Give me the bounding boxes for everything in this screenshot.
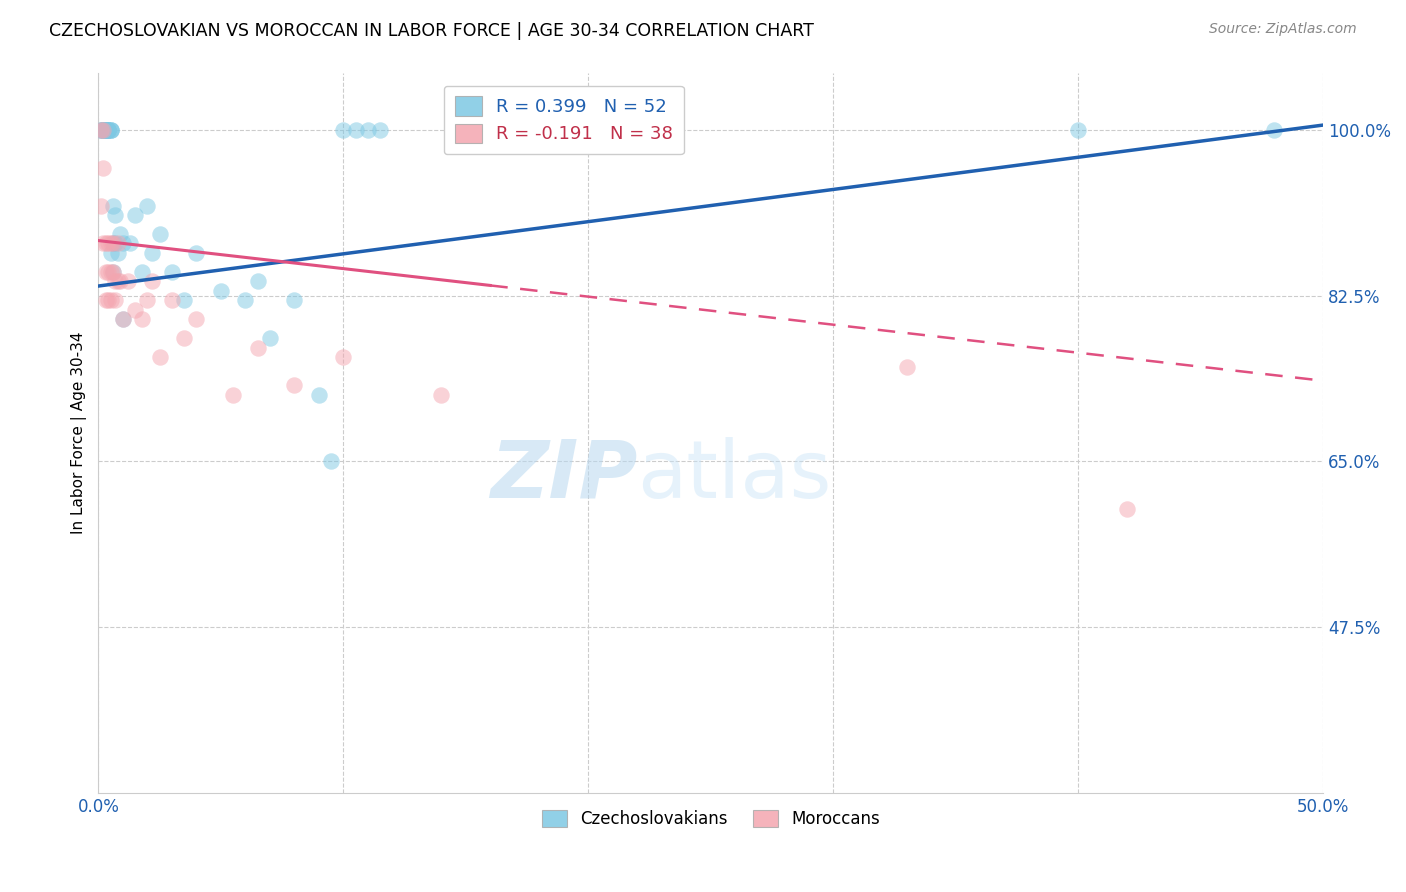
Point bbox=[91, 236, 114, 251]
Point bbox=[1263, 123, 1285, 137]
Point bbox=[97, 265, 120, 279]
Point bbox=[209, 284, 232, 298]
Point bbox=[91, 123, 114, 137]
Point bbox=[94, 123, 117, 137]
Point bbox=[1116, 501, 1139, 516]
Point bbox=[1067, 123, 1090, 137]
Point bbox=[91, 123, 114, 137]
Point bbox=[91, 123, 114, 137]
Point bbox=[90, 123, 112, 137]
Point bbox=[896, 359, 918, 374]
Point bbox=[97, 123, 120, 137]
Point bbox=[94, 123, 117, 137]
Point bbox=[110, 227, 132, 241]
Point bbox=[186, 246, 208, 260]
Point bbox=[90, 123, 112, 137]
Point bbox=[100, 293, 122, 308]
Point bbox=[101, 198, 124, 212]
Point bbox=[141, 246, 163, 260]
Point bbox=[149, 350, 172, 364]
Text: ZIP: ZIP bbox=[489, 437, 637, 515]
Point bbox=[233, 293, 256, 308]
Point bbox=[91, 161, 114, 175]
Point bbox=[136, 293, 159, 308]
Point bbox=[94, 123, 117, 137]
Point bbox=[101, 265, 124, 279]
Point bbox=[344, 123, 367, 137]
Point bbox=[97, 123, 120, 137]
Point bbox=[160, 293, 183, 308]
Y-axis label: In Labor Force | Age 30-34: In Labor Force | Age 30-34 bbox=[72, 332, 87, 534]
Point bbox=[100, 265, 122, 279]
Point bbox=[90, 123, 112, 137]
Point bbox=[107, 236, 129, 251]
Point bbox=[283, 293, 305, 308]
Text: Source: ZipAtlas.com: Source: ZipAtlas.com bbox=[1209, 22, 1357, 37]
Point bbox=[97, 293, 120, 308]
Point bbox=[246, 341, 269, 355]
Point bbox=[368, 123, 391, 137]
Point bbox=[110, 274, 132, 288]
Point bbox=[149, 227, 172, 241]
Point bbox=[283, 378, 305, 392]
Point bbox=[332, 123, 354, 137]
Point bbox=[246, 274, 269, 288]
Point bbox=[111, 312, 134, 326]
Point bbox=[100, 236, 122, 251]
Point bbox=[91, 123, 114, 137]
Point bbox=[131, 312, 153, 326]
Point bbox=[124, 302, 146, 317]
Point bbox=[173, 331, 195, 345]
Point bbox=[100, 123, 122, 137]
Point bbox=[90, 198, 112, 212]
Point bbox=[97, 236, 120, 251]
Point bbox=[117, 274, 139, 288]
Point bbox=[160, 265, 183, 279]
Point bbox=[308, 388, 330, 402]
Point bbox=[97, 123, 120, 137]
Point bbox=[100, 246, 122, 260]
Point bbox=[120, 236, 142, 251]
Point bbox=[107, 246, 129, 260]
Point bbox=[100, 123, 122, 137]
Point bbox=[94, 293, 117, 308]
Point bbox=[111, 236, 134, 251]
Point bbox=[104, 208, 127, 222]
Point bbox=[141, 274, 163, 288]
Point bbox=[94, 123, 117, 137]
Point bbox=[124, 208, 146, 222]
Point bbox=[101, 236, 124, 251]
Point bbox=[97, 123, 120, 137]
Point bbox=[430, 388, 453, 402]
Point bbox=[131, 265, 153, 279]
Point bbox=[94, 265, 117, 279]
Point bbox=[259, 331, 281, 345]
Point bbox=[94, 123, 117, 137]
Point bbox=[101, 236, 124, 251]
Point bbox=[107, 274, 129, 288]
Point bbox=[104, 293, 127, 308]
Legend: Czechoslovakians, Moroccans: Czechoslovakians, Moroccans bbox=[536, 803, 886, 835]
Point bbox=[100, 123, 122, 137]
Text: atlas: atlas bbox=[637, 437, 831, 515]
Point bbox=[136, 198, 159, 212]
Point bbox=[111, 312, 134, 326]
Point bbox=[104, 236, 127, 251]
Point bbox=[357, 123, 380, 137]
Text: CZECHOSLOVAKIAN VS MOROCCAN IN LABOR FORCE | AGE 30-34 CORRELATION CHART: CZECHOSLOVAKIAN VS MOROCCAN IN LABOR FOR… bbox=[49, 22, 814, 40]
Point bbox=[91, 123, 114, 137]
Point bbox=[319, 454, 342, 468]
Point bbox=[173, 293, 195, 308]
Point bbox=[101, 265, 124, 279]
Point bbox=[97, 123, 120, 137]
Point bbox=[90, 123, 112, 137]
Point bbox=[222, 388, 245, 402]
Point bbox=[332, 350, 354, 364]
Point bbox=[94, 236, 117, 251]
Point bbox=[104, 274, 127, 288]
Point bbox=[186, 312, 208, 326]
